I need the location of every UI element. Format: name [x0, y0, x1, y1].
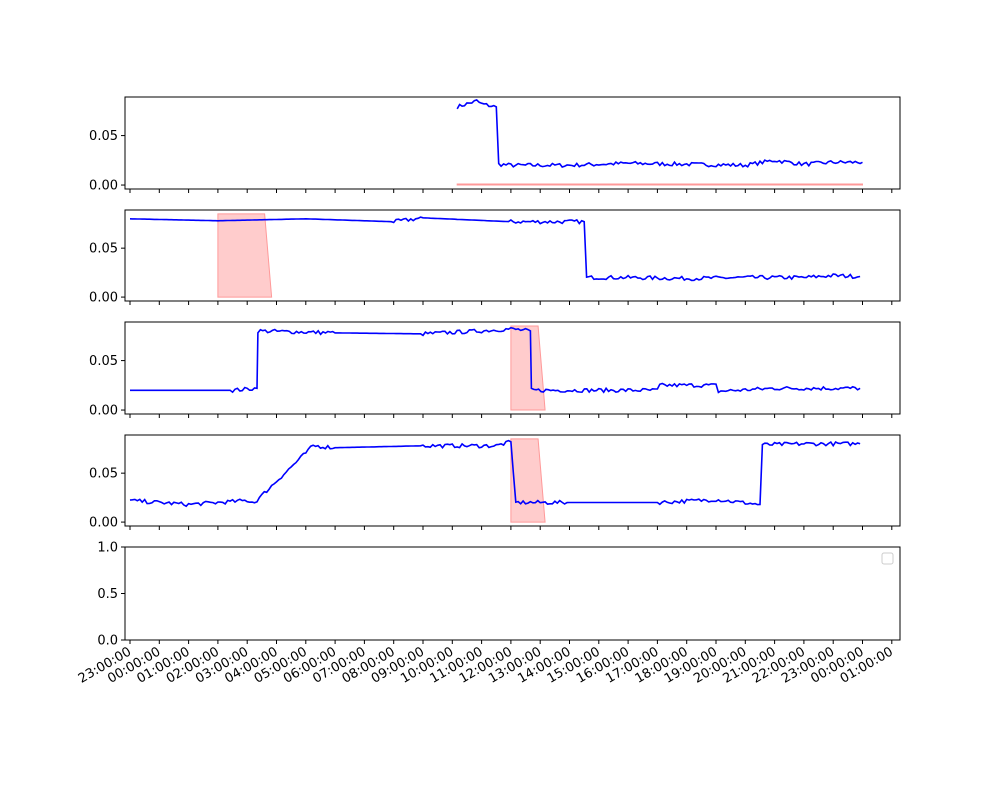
axes-frame [124, 546, 901, 641]
chart-panel-2: 0.00 0.05 [89, 209, 901, 306]
chart-panel-1: 0.00 0.05 [89, 96, 901, 194]
axes-frame [124, 434, 901, 527]
series-line [129, 216, 861, 282]
series-line [129, 439, 861, 508]
chart-panel-3: 0.00 0.05 [89, 321, 901, 419]
series-line [456, 98, 863, 168]
y-tick-label: 1.0 [97, 541, 118, 556]
y-tick-label: 0.00 [89, 404, 118, 419]
y-tick-label: 0.0 [97, 634, 118, 649]
legend-box [881, 552, 894, 565]
y-tick-label: 0.05 [89, 467, 118, 482]
axes-frame [124, 96, 901, 190]
chart-panel-4: 0.00 0.05 [89, 434, 901, 531]
y-tick-label: 0.05 [89, 242, 118, 257]
x-axis-labels: 23:00:0000:00:0001:00:0002:00:0003:00:00… [76, 644, 896, 686]
highlight-band [510, 438, 546, 523]
series-line [130, 326, 861, 394]
chart-panel-5: 0.0 0.5 1.0 [97, 541, 901, 649]
y-tick-label: 0.05 [89, 354, 118, 369]
y-tick-label: 0.00 [89, 291, 118, 306]
axes-frame [124, 209, 901, 302]
y-tick-label: 0.5 [97, 587, 118, 602]
y-tick-label: 0.05 [89, 129, 118, 144]
y-tick-label: 0.00 [89, 516, 118, 531]
y-tick-label: 0.00 [89, 179, 118, 194]
highlight-band [510, 325, 546, 411]
highlight-band [456, 183, 863, 186]
highlight-band [217, 213, 273, 298]
axes-frame [124, 321, 901, 415]
